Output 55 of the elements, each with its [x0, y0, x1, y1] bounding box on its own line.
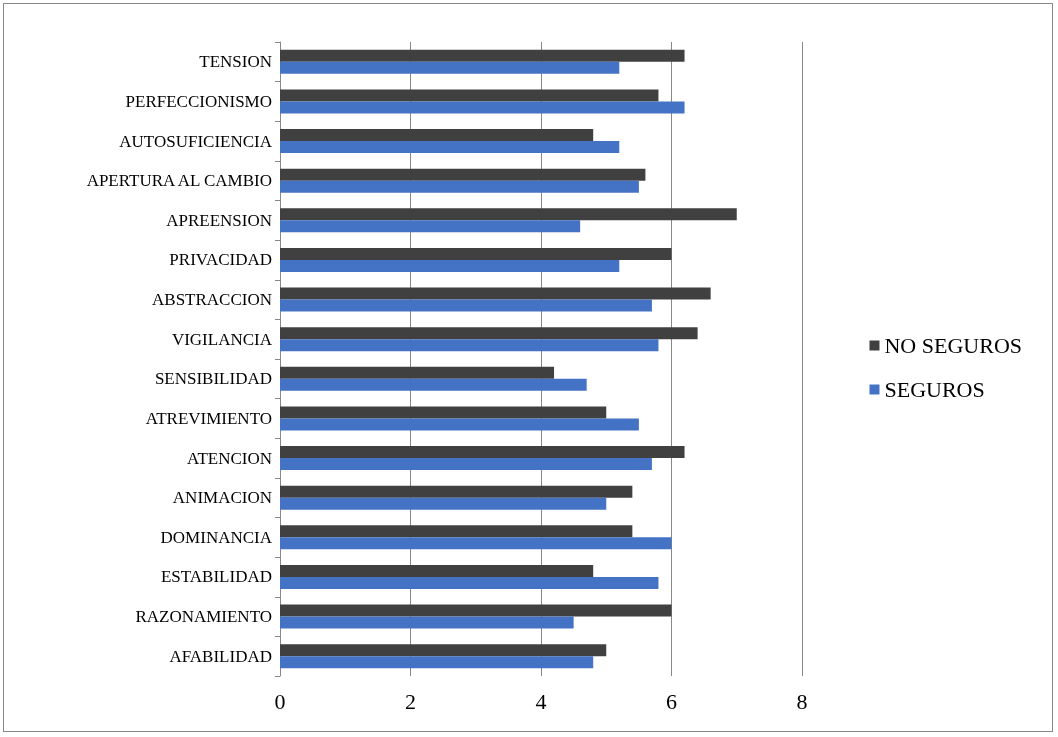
y-tick-label: ATENCION [187, 448, 272, 468]
bar [280, 616, 574, 629]
bar [280, 327, 698, 340]
bar [280, 644, 607, 657]
y-tick-label: APREENSION [166, 210, 272, 230]
y-tick-label: VIGILANCIA [171, 329, 273, 349]
bar [280, 497, 607, 510]
y-tick-label: ANIMACION [172, 488, 272, 508]
bar [280, 458, 652, 471]
bar [280, 564, 594, 577]
bar [280, 656, 594, 669]
bar [280, 101, 685, 114]
y-tick-label: DOMINANCIA [160, 527, 273, 547]
y-tick-label: TENSION [199, 52, 272, 72]
bar [280, 604, 672, 617]
y-tick-label: ABSTRACCION [152, 290, 272, 310]
bar [280, 339, 659, 352]
bar [280, 61, 620, 74]
y-tick-label: ESTABILIDAD [160, 567, 272, 587]
bar [280, 525, 633, 538]
bar [280, 89, 659, 102]
bar [280, 299, 652, 312]
bar [280, 220, 581, 233]
bar [280, 180, 639, 193]
x-tick-label: 4 [535, 688, 547, 714]
y-tick-label: PERFECCIONISMO [125, 91, 272, 111]
bar [280, 259, 620, 272]
bar [280, 406, 607, 419]
bar [280, 378, 587, 391]
x-tick-label: 2 [405, 688, 416, 714]
bar [280, 537, 672, 550]
y-tick-label: PRIVACIDAD [169, 250, 272, 270]
bar [280, 446, 685, 459]
y-tick-label: ATREVIMIENTO [145, 408, 272, 428]
bar [280, 141, 620, 154]
x-tick-label: 8 [796, 688, 808, 714]
x-tick-label: 0 [274, 688, 286, 714]
bar [280, 129, 594, 142]
bar [280, 576, 659, 589]
y-tick-label: AFABILIDAD [169, 646, 272, 666]
bar [280, 287, 711, 300]
bar [280, 168, 646, 181]
y-tick-label: APERTURA AL CAMBIO [86, 171, 272, 191]
bar [280, 49, 685, 62]
bar [280, 485, 633, 498]
legend-label: SEGUROS [884, 377, 985, 402]
bar [280, 247, 672, 260]
bar [280, 208, 737, 221]
legend-label: NO SEGUROS [884, 333, 1023, 358]
x-tick-label: 6 [666, 688, 677, 714]
bar [280, 418, 639, 431]
y-tick-label: SENSIBILIDAD [154, 369, 272, 389]
y-tick-label: AUTOSUFICIENCIA [119, 131, 273, 151]
bar [280, 366, 555, 379]
y-tick-label: RAZONAMIENTO [135, 607, 272, 627]
